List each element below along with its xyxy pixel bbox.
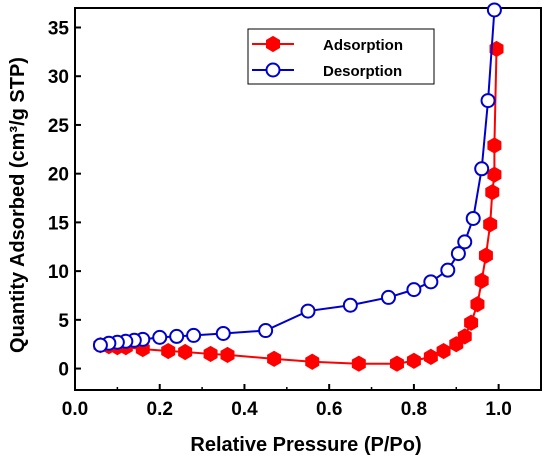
adsorption-point [457,328,472,345]
x-tick-label: 0.8 [401,399,427,420]
desorption-point [474,161,490,177]
x-tick-label: 1.0 [485,399,511,420]
series-layer [92,2,504,372]
adsorption-point [351,355,366,372]
desorption-point [486,2,502,18]
adsorption-point [436,342,451,360]
adsorption-point [478,247,493,264]
adsorption-point [487,137,502,154]
x-axis-title: Relative Pressure (P/Po) [190,434,421,456]
y-tick-label: 25 [48,116,70,137]
desorption-point [152,329,168,345]
series-adsorption [93,40,504,372]
adsorption-point [485,184,500,201]
desorption-point [186,327,202,343]
desorption-point [450,246,466,262]
legend: Adsorption Desorption [247,28,435,85]
adsorption-point [487,166,502,183]
adsorption-point [220,346,235,363]
desorption-point [169,328,185,344]
adsorption-point [161,342,176,360]
adsorption-point [474,272,489,289]
y-tick-label: 35 [48,18,70,39]
legend-marker-shape [266,35,280,53]
legend-marker-shape [265,62,281,78]
desorption-point [92,337,108,353]
y-axis-title: Quantity Adsorbed (cm³/g STP) [7,57,29,353]
desorption-point [465,210,481,226]
y-tick-label: 0 [58,360,69,381]
axis-ticks-layer: 0.0 0.2 0.4 0.6 0.8 1.0 0 5 10 15 20 25 30 35 [48,18,542,420]
x-tick-label: 0.2 [147,399,173,420]
y-tick-label: 30 [48,67,69,88]
desorption-point [423,274,439,290]
x-tick-label: 0.6 [316,399,342,420]
adsorption-point [305,353,320,370]
adsorption-point [178,343,193,361]
desorption-point [258,323,274,339]
legend-label-desorption: Desorption [323,63,402,80]
legend-marker-adsorption [266,35,280,53]
adsorption-point [267,350,282,367]
desorption-point [215,325,231,341]
legend-marker-desorption [265,62,281,78]
adsorption-point [483,216,498,233]
plot-frame-layer [74,7,542,391]
desorption-point [406,282,422,298]
adsorption-point [203,345,218,363]
legend-box [247,28,435,85]
desorption-point [440,262,456,278]
desorption-point [480,93,496,109]
desorption-point [342,297,358,313]
adsorption-point [489,40,504,58]
y-tick-label: 5 [58,311,69,332]
y-tick-label: 20 [48,165,69,186]
y-tick-label: 10 [48,262,69,283]
plot-frame [74,7,542,391]
desorption-point [380,289,396,305]
adsorption-point [470,296,485,313]
x-tick-label: 0.4 [231,399,258,420]
series-desorption [92,2,502,353]
desorption-point [300,303,316,319]
adsorption-point [423,348,438,365]
desorption-point [457,234,473,250]
legend-label-adsorption: Adsorption [323,37,403,54]
adsorption-point [389,355,404,372]
adsorption-point [406,352,421,369]
y-tick-label: 15 [48,213,70,234]
x-tick-label: 0.0 [62,399,88,420]
adsorption-point [464,314,479,331]
